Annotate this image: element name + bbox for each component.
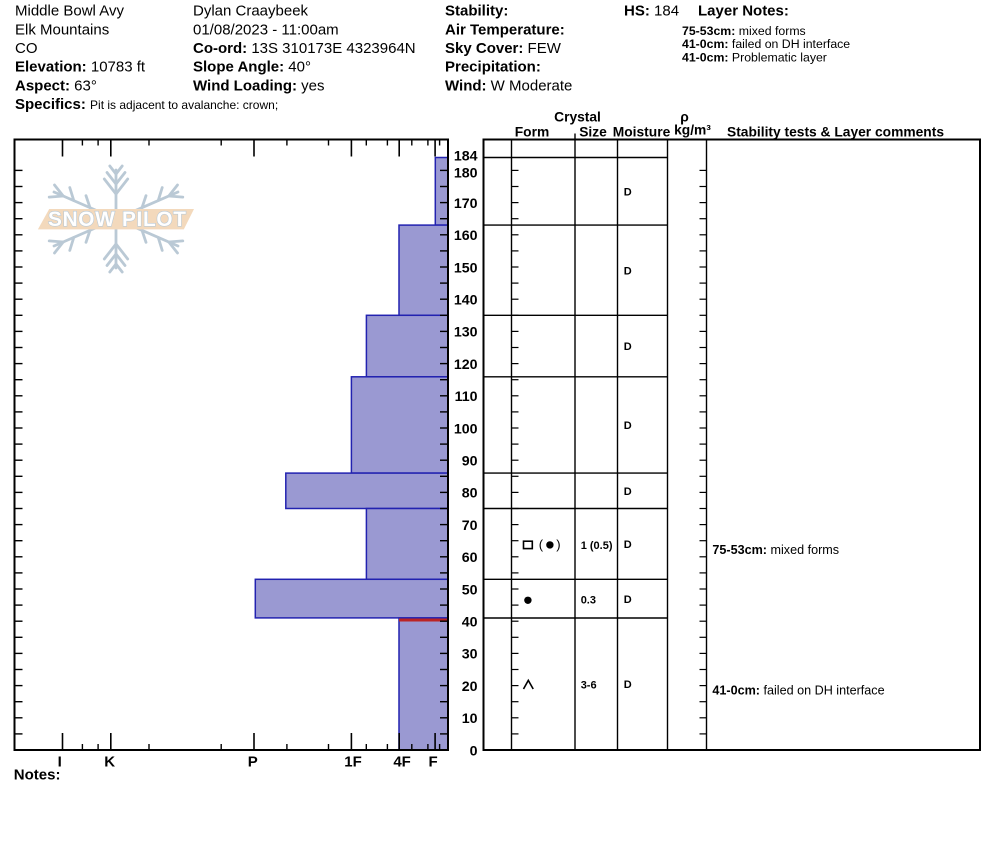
svg-text:D: D	[624, 186, 632, 198]
svg-text:D: D	[624, 420, 632, 432]
svg-text:60: 60	[462, 550, 478, 566]
svg-text:41-0cm: Problematic layer: 41-0cm: Problematic layer	[682, 50, 827, 64]
svg-text:Stability:: Stability:	[445, 3, 508, 20]
svg-text:10: 10	[462, 711, 478, 727]
svg-text:50: 50	[462, 582, 478, 598]
svg-text:P: P	[248, 754, 258, 771]
svg-text:120: 120	[454, 357, 478, 373]
svg-text:Wind: W Moderate: Wind: W Moderate	[445, 77, 572, 94]
svg-text:HS: 184: HS: 184	[624, 3, 679, 20]
svg-text:Elevation: 10783 ft: Elevation: 10783 ft	[15, 59, 146, 76]
svg-text:75-53cm: mixed forms: 75-53cm: mixed forms	[712, 543, 839, 557]
svg-text:130: 130	[454, 325, 478, 341]
svg-text:ρ: ρ	[680, 110, 689, 125]
svg-text:Middle Bowl Avy: Middle Bowl Avy	[15, 3, 124, 20]
svg-text:CO: CO	[15, 40, 38, 57]
svg-text:3-6: 3-6	[581, 679, 597, 691]
svg-text:100: 100	[454, 421, 478, 437]
svg-text:Sky Cover: FEW: Sky Cover: FEW	[445, 40, 562, 57]
svg-text:D: D	[624, 486, 632, 498]
svg-text:4F: 4F	[393, 754, 411, 771]
svg-text:Form: Form	[515, 125, 550, 140]
svg-text:41-0cm: failed on DH interface: 41-0cm: failed on DH interface	[712, 684, 884, 698]
svg-text:180: 180	[454, 165, 478, 181]
svg-text:140: 140	[454, 293, 478, 309]
svg-text:Size: Size	[579, 125, 607, 140]
svg-text:D: D	[624, 594, 632, 606]
svg-text:D: D	[624, 265, 632, 277]
svg-text:0.3: 0.3	[581, 594, 596, 606]
svg-text:75-53cm: mixed forms: 75-53cm: mixed forms	[682, 24, 806, 38]
svg-text:D: D	[624, 539, 632, 551]
svg-text:Crystal: Crystal	[554, 110, 601, 125]
svg-text:Layer Notes:: Layer Notes:	[698, 3, 789, 20]
svg-text:160: 160	[454, 228, 478, 244]
svg-text:Specifics: Pit is adjacent t: Specifics: Pit is adjacent to avalanche:…	[15, 96, 278, 113]
svg-text:41-0cm: failed on DH interfac: 41-0cm: failed on DH interface	[682, 37, 850, 51]
svg-text:F: F	[429, 754, 438, 771]
svg-text:1 (0.5): 1 (0.5)	[581, 540, 613, 552]
svg-text:40: 40	[462, 615, 478, 631]
svg-text:170: 170	[454, 196, 478, 212]
svg-text:Moisture: Moisture	[613, 125, 671, 140]
svg-text:D: D	[624, 341, 632, 353]
svg-text:80: 80	[462, 486, 478, 502]
svg-text:Stability tests & Layer commen: Stability tests & Layer comments	[727, 125, 944, 140]
svg-text:30: 30	[462, 647, 478, 663]
svg-text:D: D	[624, 679, 632, 691]
svg-text:01/08/2023 - 11:00am: 01/08/2023 - 11:00am	[193, 21, 339, 38]
svg-text:150: 150	[454, 260, 478, 276]
svg-text:Precipitation:: Precipitation:	[445, 59, 541, 76]
svg-text:70: 70	[462, 518, 478, 534]
svg-text:kg/m³: kg/m³	[674, 123, 711, 138]
svg-text:K: K	[104, 754, 115, 771]
svg-text:110: 110	[455, 389, 478, 405]
svg-text:184: 184	[454, 149, 478, 165]
svg-text:Air Temperature:: Air Temperature:	[445, 21, 565, 38]
svg-text:20: 20	[462, 679, 478, 695]
svg-text:Wind Loading: yes: Wind Loading: yes	[193, 77, 325, 94]
svg-text:Co-ord: 13S 310173E 4323964N: Co-ord: 13S 310173E 4323964N	[193, 40, 416, 57]
svg-text:1F: 1F	[344, 754, 362, 771]
svg-text:90: 90	[462, 454, 478, 470]
svg-text:(: (	[539, 537, 544, 552]
svg-text:0: 0	[470, 743, 478, 759]
svg-text:Notes:: Notes:	[14, 767, 61, 784]
svg-text:I: I	[58, 754, 62, 771]
svg-text:Dylan Craaybeek: Dylan Craaybeek	[193, 3, 309, 20]
svg-text:Elk Mountains: Elk Mountains	[15, 21, 109, 38]
svg-text:Slope Angle: 40°: Slope Angle: 40°	[193, 59, 311, 76]
svg-text:Aspect: 63°: Aspect: 63°	[15, 77, 97, 94]
svg-text:SNOW PILOT: SNOW PILOT	[48, 208, 187, 231]
svg-text:): )	[556, 537, 560, 552]
